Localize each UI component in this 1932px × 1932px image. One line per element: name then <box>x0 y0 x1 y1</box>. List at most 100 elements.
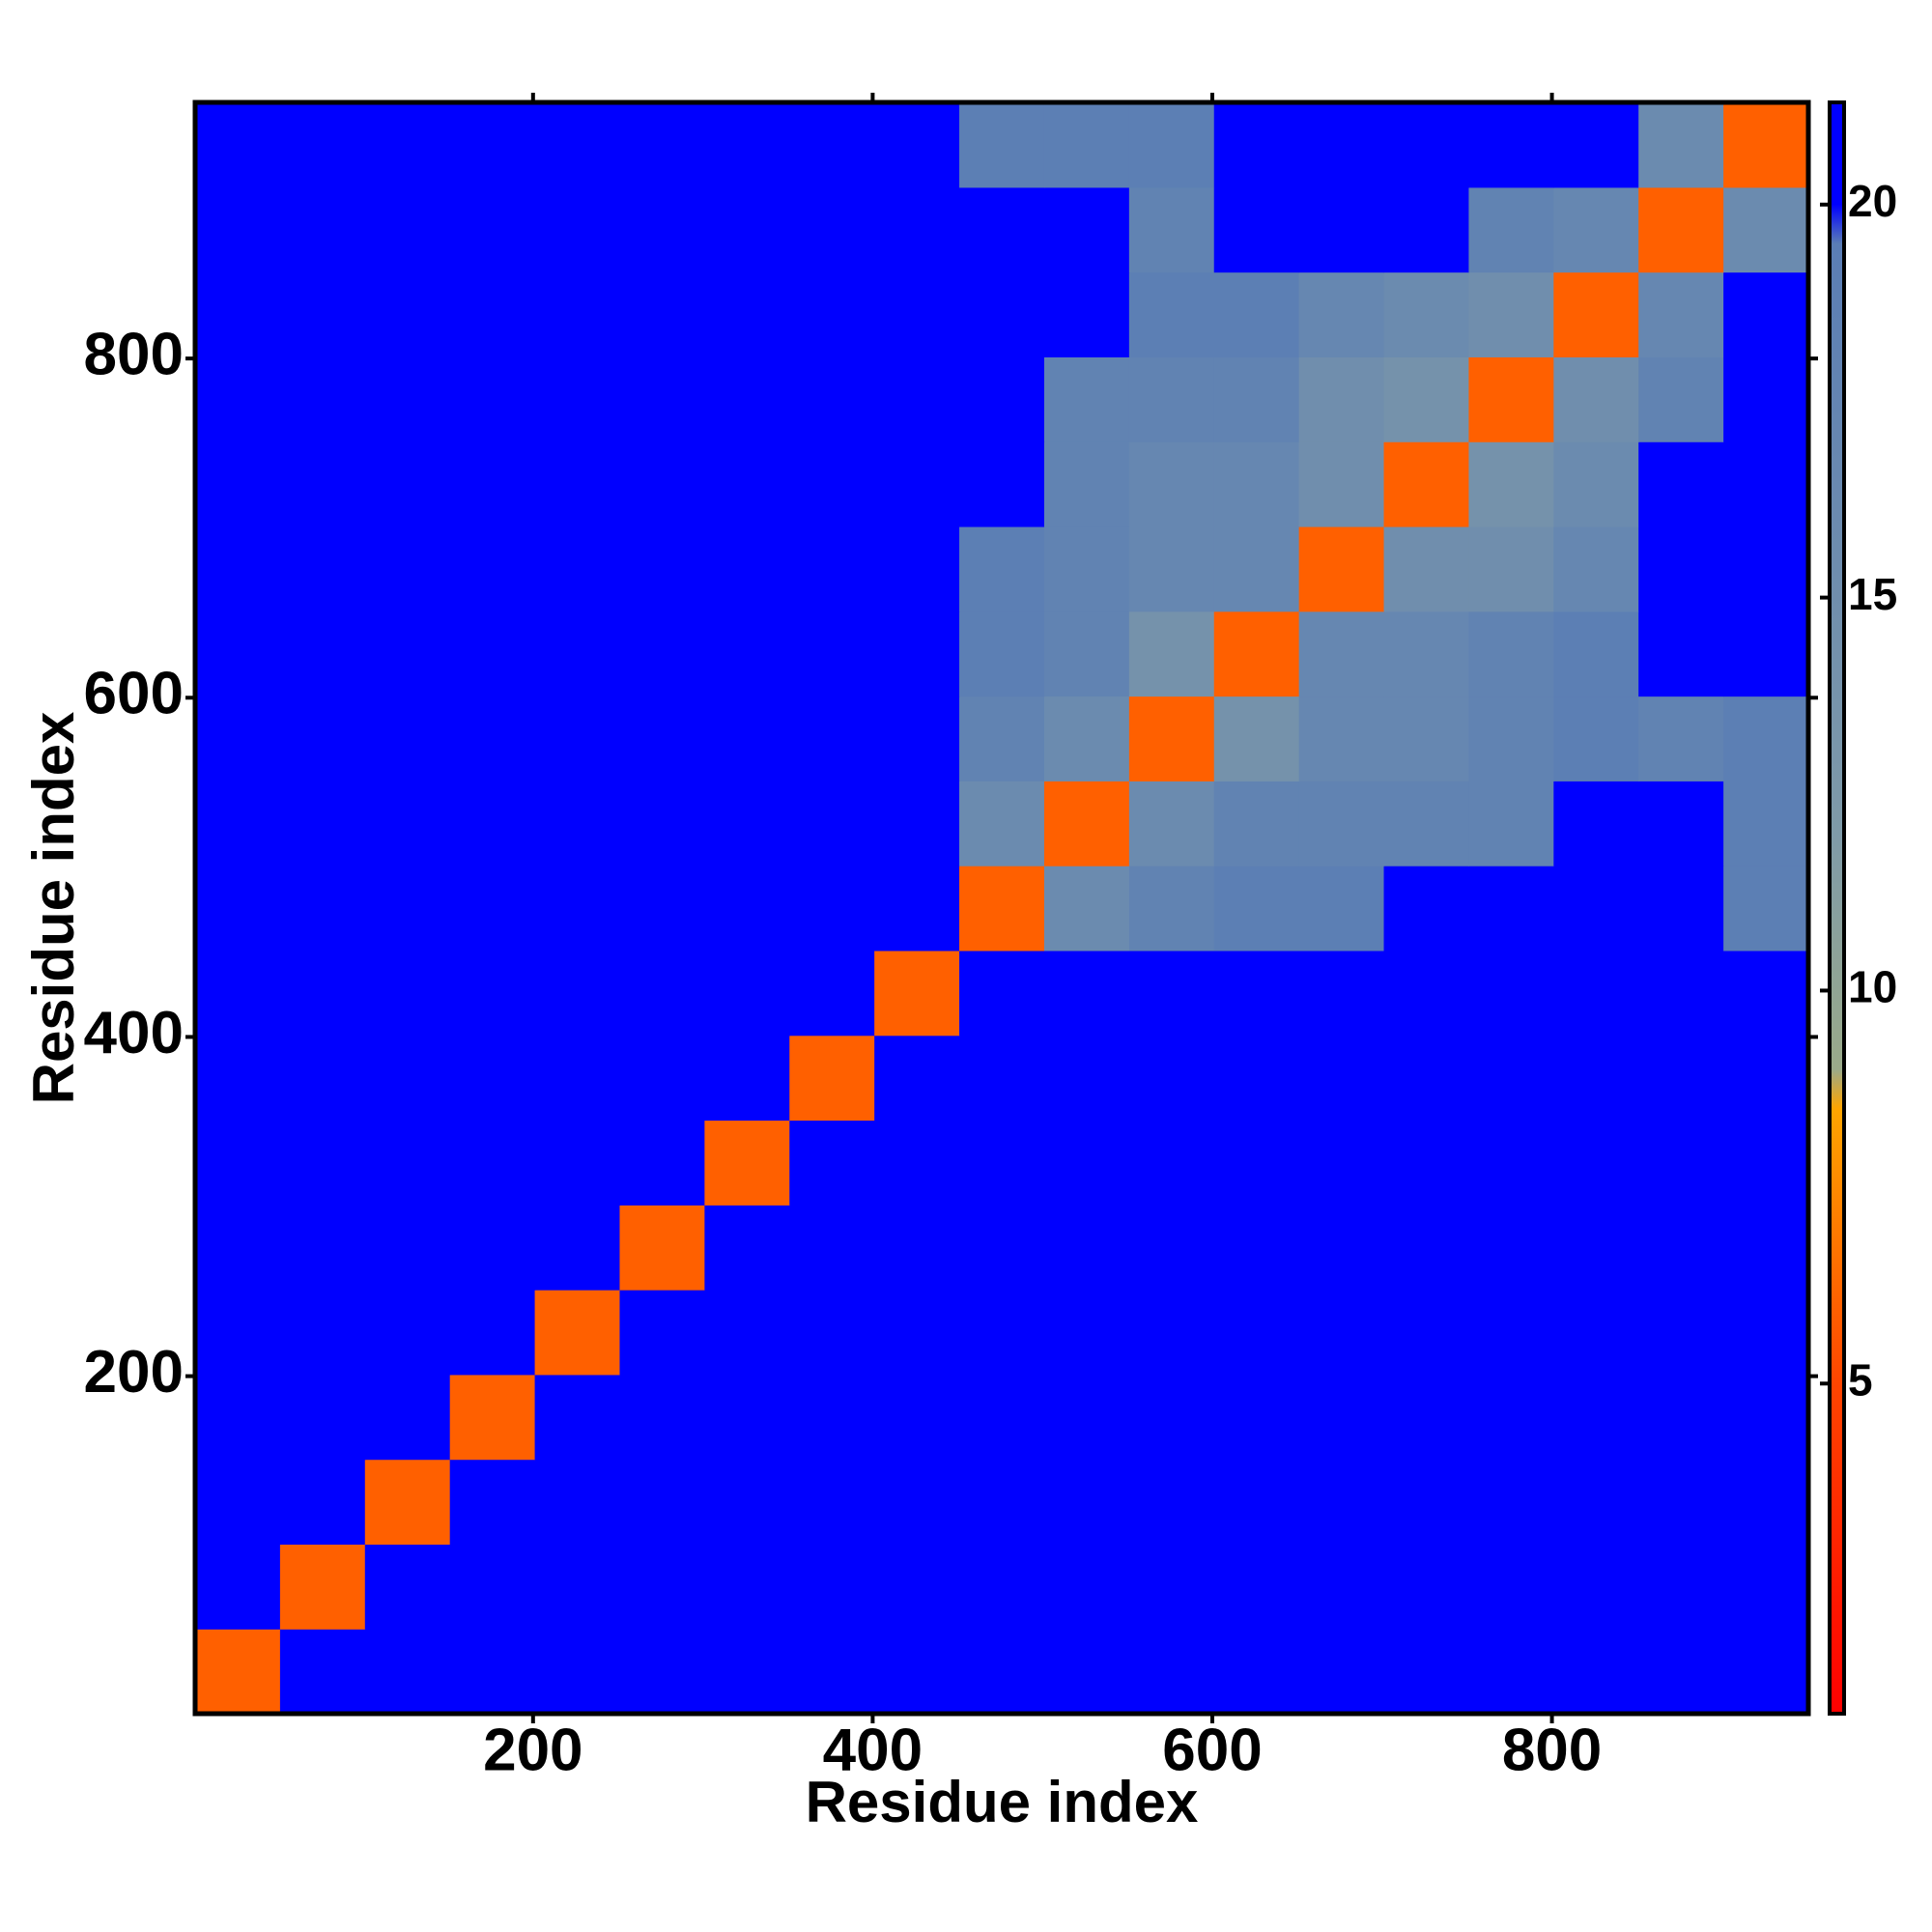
heatmap-cell <box>1383 526 1470 612</box>
heatmap-cell <box>1298 271 1385 357</box>
heatmap-cell <box>1723 441 1809 527</box>
heatmap-cell <box>1128 1544 1215 1630</box>
heatmap-cell <box>279 1035 366 1122</box>
heatmap-cell <box>874 1205 960 1291</box>
heatmap-cell <box>364 271 451 357</box>
heatmap-cell <box>704 781 790 867</box>
heatmap-cell <box>534 611 621 697</box>
heatmap-cell <box>1383 186 1470 273</box>
heatmap-cell <box>1553 526 1639 612</box>
heatmap-cell <box>534 356 621 442</box>
heatmap-cell <box>1723 1459 1809 1546</box>
heatmap-cell <box>959 866 1045 952</box>
heatmap-cell <box>1723 1629 1809 1715</box>
heatmap-cell <box>1638 950 1724 1037</box>
heatmap-cell <box>364 102 451 188</box>
heatmap-cell <box>1128 1205 1215 1291</box>
x-tick-label: 600 <box>1162 1717 1262 1783</box>
heatmap-cell <box>1213 356 1300 442</box>
heatmap-cell <box>1213 1459 1300 1546</box>
heatmap-cell <box>1128 356 1215 442</box>
heatmap-cell <box>619 1374 705 1461</box>
heatmap-cell <box>1043 866 1130 952</box>
heatmap-cell <box>449 866 536 952</box>
heatmap-cell <box>1638 781 1724 867</box>
heatmap-cell <box>534 950 621 1037</box>
heatmap-cell <box>619 611 705 697</box>
heatmap-cell <box>279 950 366 1037</box>
heatmap-cell <box>619 356 705 442</box>
heatmap-cell <box>619 526 705 612</box>
heatmap-cell <box>449 102 536 188</box>
heatmap-cell <box>364 866 451 952</box>
heatmap-cell <box>1043 950 1130 1037</box>
heatmap-cell <box>195 1035 281 1122</box>
heatmap-cell <box>959 1459 1045 1546</box>
heatmap-cell <box>1213 1205 1300 1291</box>
heatmap-cell <box>874 1459 960 1546</box>
y-tick-label: 200 <box>84 1339 184 1406</box>
heatmap-cell <box>1468 866 1554 952</box>
heatmap-cell <box>874 186 960 273</box>
heatmap-cell <box>959 1290 1045 1376</box>
heatmap-cell <box>1468 1374 1554 1461</box>
heatmap-cell <box>619 441 705 527</box>
heatmap-cell <box>1638 186 1724 273</box>
heatmap-cell <box>619 1629 705 1715</box>
heatmap-cell <box>195 1629 281 1715</box>
heatmap-cell <box>619 1290 705 1376</box>
heatmap-cell <box>1553 1374 1639 1461</box>
heatmap-cell <box>704 1374 790 1461</box>
heatmap-cell <box>1128 441 1215 527</box>
heatmap-cell <box>959 1629 1045 1715</box>
heatmap-cell <box>619 866 705 952</box>
heatmap-cell <box>195 781 281 867</box>
heatmap-cell <box>959 1374 1045 1461</box>
heatmap-cell <box>1553 1544 1639 1630</box>
heatmap-cell <box>1468 1544 1554 1630</box>
heatmap-cell <box>959 696 1045 781</box>
heatmap-cell <box>874 1120 960 1206</box>
heatmap-cell <box>1043 1290 1130 1376</box>
heatmap-cell <box>279 271 366 357</box>
heatmap-cell <box>1638 1544 1724 1630</box>
heatmap-cell <box>874 611 960 697</box>
heatmap-cell <box>534 781 621 867</box>
heatmap-cell <box>704 696 790 781</box>
heatmap-cell <box>1468 1459 1554 1546</box>
heatmap-cell <box>449 1544 536 1630</box>
heatmap-cell <box>1383 271 1470 357</box>
heatmap-cell <box>364 611 451 697</box>
heatmap-cell <box>534 102 621 188</box>
heatmap-cell <box>1298 1459 1385 1546</box>
heatmap-cell <box>1723 356 1809 442</box>
heatmap-cell <box>1213 781 1300 867</box>
heatmap-cell <box>449 186 536 273</box>
heatmap-cell <box>874 1374 960 1461</box>
heatmap-cell <box>704 102 790 188</box>
heatmap-cell <box>789 526 875 612</box>
heatmap-cell <box>449 356 536 442</box>
heatmap-cell <box>449 441 536 527</box>
heatmap-cell <box>619 1544 705 1630</box>
heatmap-cell <box>1298 1290 1385 1376</box>
y-tick-label: 400 <box>84 1000 184 1066</box>
heatmap-cell <box>1468 696 1554 781</box>
heatmap-cell <box>1468 611 1554 697</box>
heatmap-cell <box>619 1205 705 1291</box>
heatmap-cell <box>534 1544 621 1630</box>
heatmap-cell <box>364 186 451 273</box>
heatmap-cell <box>1553 1120 1639 1206</box>
heatmap-cell <box>534 1205 621 1291</box>
heatmap-cell <box>704 526 790 612</box>
heatmap-cell <box>364 781 451 867</box>
heatmap-cell <box>1043 1629 1130 1715</box>
heatmap-cell <box>1043 1035 1130 1122</box>
heatmap-cell <box>1638 102 1724 188</box>
heatmap-cell <box>1383 1629 1470 1715</box>
heatmap-cell <box>1043 526 1130 612</box>
heatmap-cell <box>959 441 1045 527</box>
heatmap-cell <box>449 781 536 867</box>
heatmap-cell <box>1468 950 1554 1037</box>
